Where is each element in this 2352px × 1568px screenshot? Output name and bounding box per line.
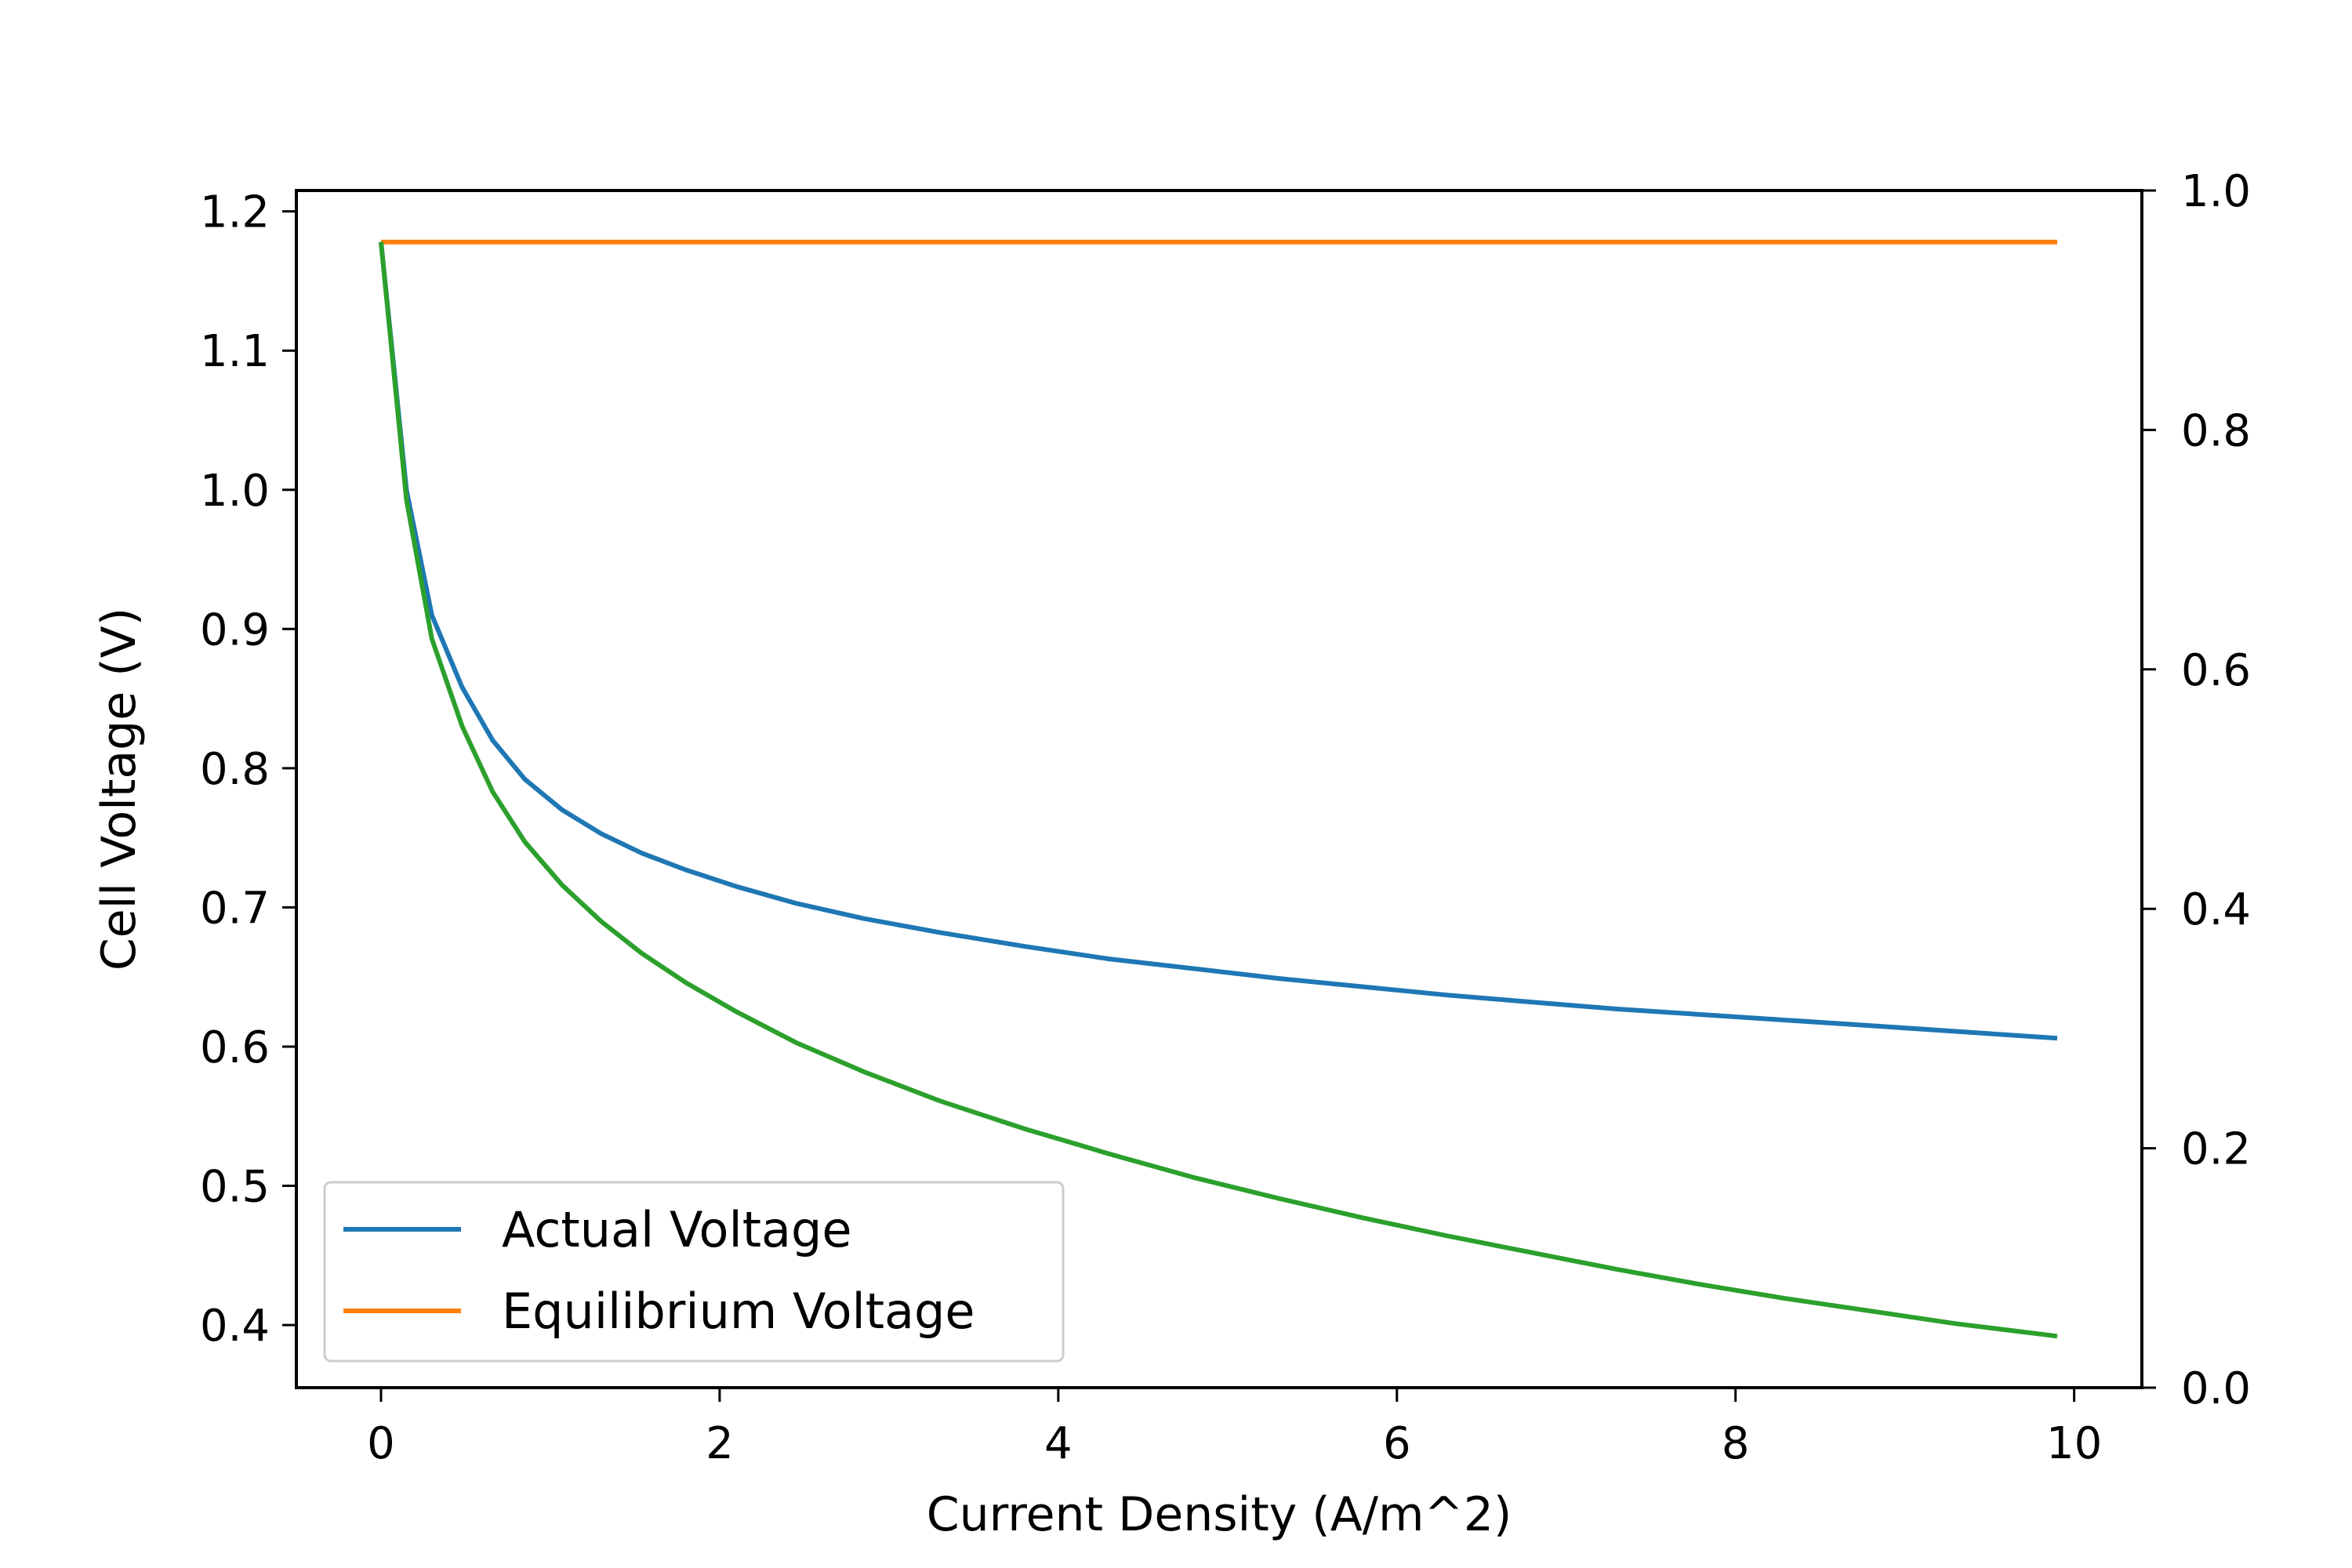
legend-label: Equilibrium Voltage <box>502 1283 975 1340</box>
y-tick-label: 1.1 <box>200 326 270 377</box>
x-tick-label: 2 <box>706 1418 734 1469</box>
series-group <box>379 239 2058 1339</box>
y-tick-label: 1.2 <box>200 187 270 238</box>
ticks-group: 0 2 4 6 8 10 0.4 0.5 0.6 0.7 0.8 0.9 1.0 1.1 1.2 0.0 0.2… <box>200 166 2251 1469</box>
y-tick-label: 0.8 <box>200 744 270 795</box>
y2-tick-label: 0.0 <box>2181 1363 2251 1414</box>
x-tick-label: 6 <box>1383 1418 1411 1469</box>
y-tick-label: 0.9 <box>200 604 270 655</box>
y-tick-label: 0.4 <box>200 1301 270 1352</box>
x-tick-label: 8 <box>1722 1418 1750 1469</box>
x-axis-label: Current Density (A/m^2) <box>927 1487 1512 1542</box>
x-tick-label: 10 <box>2046 1418 2102 1469</box>
legend: Actual Voltage Equilibrium Voltage <box>323 1181 1065 1363</box>
y-tick-label: 0.5 <box>200 1162 270 1213</box>
series-line-1 <box>379 241 2058 1041</box>
x-tick-label: 0 <box>367 1418 395 1469</box>
plot-frame <box>295 189 2143 1389</box>
y2-tick-label: 0.4 <box>2181 884 2251 935</box>
y2-tick-label: 0.6 <box>2181 645 2251 696</box>
y2-tick-label: 1.0 <box>2181 166 2251 217</box>
y2-tick-label: 0.8 <box>2181 405 2251 456</box>
legend-box <box>323 1181 1065 1363</box>
series-line-3 <box>379 241 2058 1339</box>
y2-tick-label: 0.2 <box>2181 1124 2251 1175</box>
legend-label: Actual Voltage <box>502 1201 852 1258</box>
x-tick-label: 4 <box>1044 1418 1073 1469</box>
y-tick-label: 1.0 <box>200 466 270 517</box>
y-axis-label: Cell Voltage (V) <box>92 608 147 971</box>
y-tick-label: 0.7 <box>200 883 270 934</box>
y-tick-label: 0.6 <box>200 1022 270 1073</box>
